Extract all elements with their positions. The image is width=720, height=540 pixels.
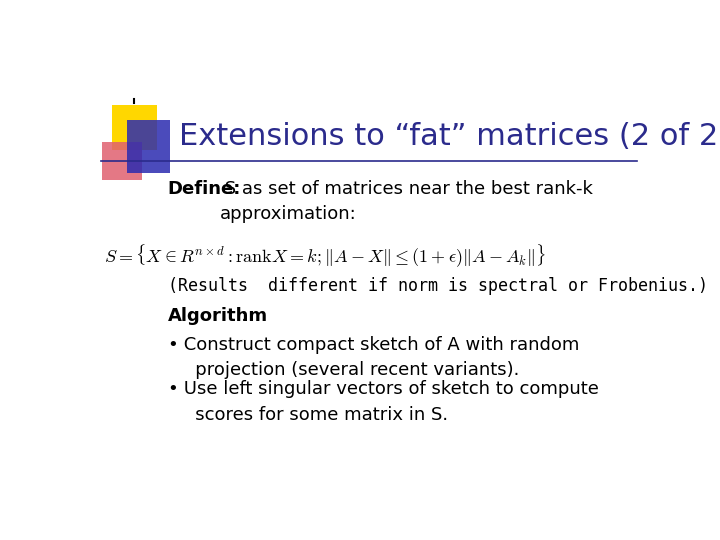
Text: :: :	[241, 307, 247, 325]
Text: (Results  different if norm is spectral or Frobenius.): (Results different if norm is spectral o…	[168, 276, 708, 294]
Text: S as set of matrices near the best rank-k
approximation:: S as set of matrices near the best rank-…	[220, 180, 593, 224]
Text: Algorithm: Algorithm	[168, 307, 268, 325]
Text: Define:: Define:	[168, 180, 241, 198]
Bar	[112, 105, 157, 150]
Text: •: •	[168, 336, 179, 354]
Text: Extensions to “fat” matrices (2 of 2): Extensions to “fat” matrices (2 of 2)	[179, 122, 720, 151]
Text: $S = \{X \in R^{n\times d} : \mathrm{rank}X = k; \|A - X\| \leq (1+\epsilon)\|A : $S = \{X \in R^{n\times d} : \mathrm{ran…	[104, 242, 546, 268]
Text: Construct compact sketch of A with random
   projection (several recent variants: Construct compact sketch of A with rando…	[179, 336, 580, 379]
Text: •: •	[168, 381, 179, 399]
Bar	[127, 120, 170, 173]
Bar	[102, 142, 142, 180]
Text: Use left singular vectors of sketch to compute
   scores for some matrix in S.: Use left singular vectors of sketch to c…	[179, 381, 599, 423]
